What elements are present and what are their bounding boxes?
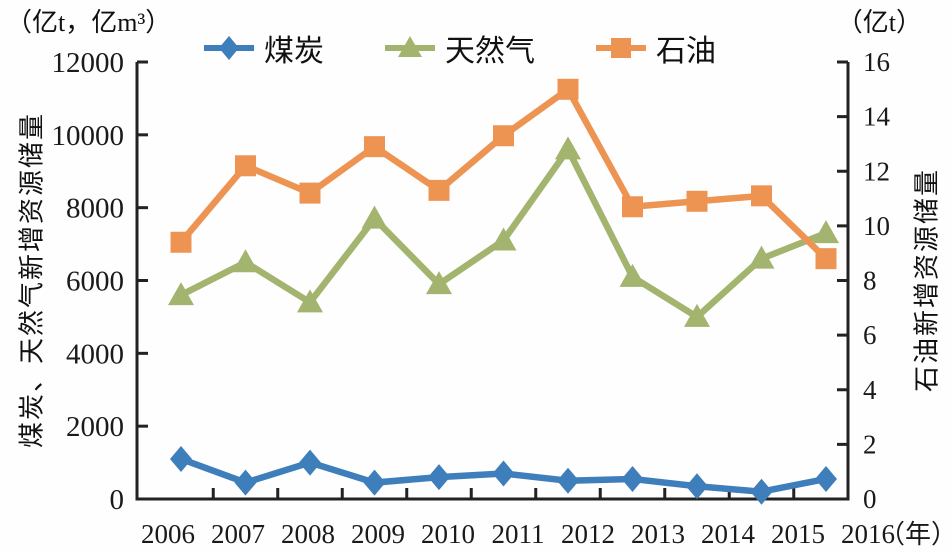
y-left-tick-label: 2000: [66, 411, 124, 443]
x-tick-label: 2013: [631, 519, 685, 549]
data-point-gas: [490, 227, 517, 251]
data-point-coal: [234, 469, 257, 496]
x-tick-label: 2010: [421, 519, 475, 549]
data-point-coal: [170, 445, 192, 472]
y-left-unit-label: （亿t，亿m³）: [6, 8, 172, 37]
x-tick-label: 2007: [211, 519, 265, 549]
data-point-oil: [428, 179, 450, 201]
y-right-tick-label: 2: [863, 429, 877, 459]
data-point-gas: [813, 220, 839, 244]
y-right-tick-label: 6: [863, 320, 877, 350]
data-point-coal: [363, 469, 386, 496]
axis-tick-labels: 0 2000 4000 6000 8000 10000 12000 0 2 4 6 8 10 12 14 16…: [52, 47, 952, 549]
y-right-unit-label: （亿t）: [836, 8, 922, 37]
y-right-tick-label: 0: [863, 484, 877, 514]
data-point-gas: [619, 263, 646, 287]
data-point-gas: [232, 249, 259, 273]
data-point-coal: [299, 449, 321, 476]
oil-square-marker-icon: [596, 38, 646, 58]
data-point-oil: [364, 136, 385, 158]
x-tick-label: 2014: [701, 519, 756, 549]
data-point-gas: [168, 282, 194, 306]
data-point-coal: [492, 460, 515, 487]
data-point-oil: [235, 155, 256, 177]
x-tick-label: 2008: [281, 519, 335, 549]
series-gas: [168, 136, 839, 327]
data-point-oil: [622, 196, 643, 218]
axes: [135, 62, 850, 501]
y-right-tick-label: 8: [863, 266, 877, 296]
series-oil: [170, 78, 837, 270]
y-right-tick-label: 14: [863, 102, 891, 132]
data-point-oil: [751, 185, 772, 207]
data-point-coal: [750, 478, 773, 505]
gas-triangle-marker-icon: [385, 36, 435, 57]
y-left-axis-title: 煤炭、天然气新增资源储量: [17, 111, 47, 449]
y-left-tick-label: 8000: [66, 193, 124, 225]
legend: 煤炭 天然气 石油: [203, 26, 716, 70]
coal-diamond-marker-icon: [204, 36, 254, 60]
series-coal: [170, 445, 837, 505]
y-left-tick-label: 12000: [52, 47, 125, 79]
axis-ticks: [137, 60, 848, 501]
legend-item-oil: 石油: [595, 26, 716, 70]
legend-label-coal: 煤炭: [264, 35, 324, 68]
data-point-coal: [557, 467, 579, 494]
legend-label-gas: 天然气: [445, 35, 535, 68]
x-tick-label: 2012: [561, 519, 615, 549]
data-point-oil: [299, 182, 321, 204]
data-point-gas: [297, 289, 323, 313]
x-tick-label: 2015: [771, 519, 825, 549]
data-point-oil: [686, 190, 708, 212]
y-right-tick-label: 12: [863, 156, 890, 186]
y-left-tick-label: 0: [110, 484, 125, 516]
data-point-gas: [361, 205, 388, 229]
y-right-tick-label: 10: [863, 211, 890, 241]
data-point-oil: [815, 248, 837, 270]
data-point-coal: [428, 464, 450, 491]
data-point-coal: [815, 465, 837, 492]
y-left-tick-label: 4000: [66, 338, 124, 370]
y-right-tick-label: 4: [863, 375, 877, 405]
data-point-gas: [684, 303, 710, 327]
legend-label-oil: 石油: [656, 35, 716, 68]
data-point-oil: [557, 78, 579, 100]
data-point-gas: [748, 245, 775, 269]
y-left-tick-label: 10000: [52, 120, 125, 152]
x-tick-label: 2016: [841, 519, 895, 549]
y-left-tick-label: 6000: [66, 266, 124, 298]
y-right-axis-title: 石油新增资源储量: [912, 167, 942, 393]
x-tick-label: 2011: [492, 519, 545, 549]
legend-item-gas: 天然气: [384, 26, 535, 70]
data-point-oil: [493, 125, 514, 147]
y-right-tick-label: 16: [863, 47, 890, 77]
data-point-coal: [686, 473, 708, 500]
data-point-coal: [621, 465, 644, 492]
x-axis-unit-label: （年）: [879, 520, 952, 549]
legend-item-coal: 煤炭: [203, 26, 324, 70]
x-tick-label: 2006: [141, 519, 195, 549]
data-point-gas: [426, 271, 452, 295]
data-point-gas: [555, 136, 581, 160]
x-tick-label: 2009: [351, 519, 405, 549]
data-point-oil: [170, 231, 192, 253]
